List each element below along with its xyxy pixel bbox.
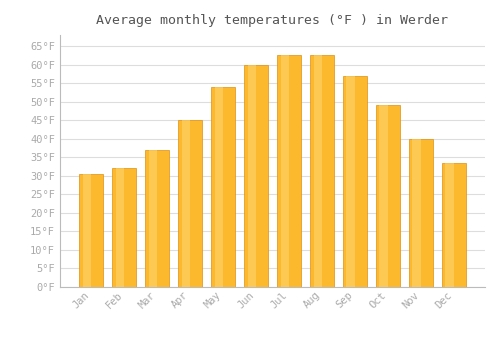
Title: Average monthly temperatures (°F ) in Werder: Average monthly temperatures (°F ) in We… bbox=[96, 14, 448, 27]
Bar bbox=[277, 55, 301, 287]
Bar bbox=[146, 150, 169, 287]
Bar bbox=[446, 163, 454, 287]
Bar bbox=[112, 168, 136, 287]
Bar bbox=[80, 174, 103, 287]
Bar bbox=[442, 163, 466, 287]
Bar bbox=[409, 139, 432, 287]
Bar bbox=[343, 76, 367, 287]
Bar bbox=[83, 174, 91, 287]
Bar bbox=[148, 150, 157, 287]
Bar bbox=[376, 105, 400, 287]
Bar bbox=[178, 120, 202, 287]
Bar bbox=[314, 55, 322, 287]
Bar bbox=[244, 65, 268, 287]
Bar bbox=[346, 76, 355, 287]
Bar bbox=[116, 168, 124, 287]
Bar bbox=[248, 65, 256, 287]
Bar bbox=[211, 87, 235, 287]
Bar bbox=[182, 120, 190, 287]
Bar bbox=[280, 55, 289, 287]
Bar bbox=[380, 105, 388, 287]
Bar bbox=[412, 139, 420, 287]
Bar bbox=[310, 55, 334, 287]
Bar bbox=[214, 87, 223, 287]
